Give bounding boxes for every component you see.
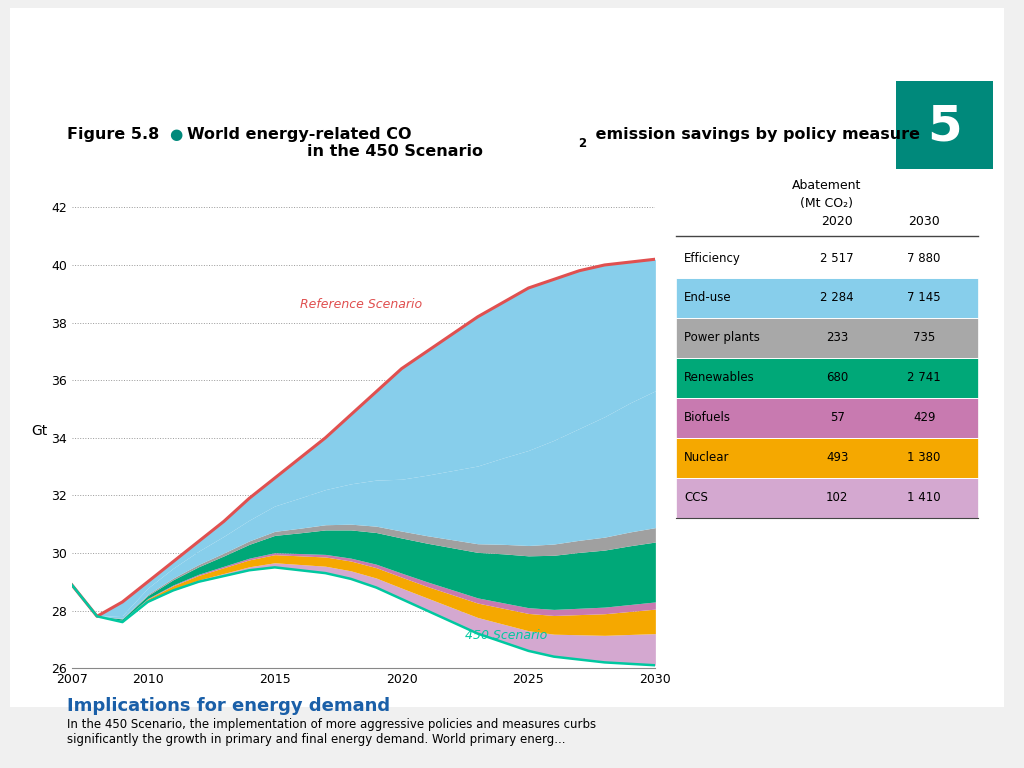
Text: (Mt CO₂): (Mt CO₂) bbox=[801, 197, 853, 210]
Text: 680: 680 bbox=[826, 372, 848, 384]
Text: 5: 5 bbox=[928, 103, 962, 151]
Text: Renewables: Renewables bbox=[684, 372, 755, 384]
Text: World energy-related CO: World energy-related CO bbox=[187, 127, 412, 142]
Text: Power plants: Power plants bbox=[684, 332, 760, 344]
Text: End-use: End-use bbox=[684, 292, 732, 304]
Text: 450 Scenario: 450 Scenario bbox=[465, 629, 547, 642]
Text: 2 741: 2 741 bbox=[907, 372, 941, 384]
Text: 1 380: 1 380 bbox=[907, 452, 941, 464]
Text: ●: ● bbox=[169, 127, 182, 142]
Text: Biofuels: Biofuels bbox=[684, 412, 731, 424]
Text: in the 450 Scenario: in the 450 Scenario bbox=[307, 144, 483, 159]
Text: 2030: 2030 bbox=[908, 215, 940, 228]
Text: Nuclear: Nuclear bbox=[684, 452, 729, 464]
Text: Implications for energy demand: Implications for energy demand bbox=[67, 697, 390, 715]
Text: 102: 102 bbox=[826, 492, 848, 504]
Text: 2 284: 2 284 bbox=[820, 292, 854, 304]
Text: 1 410: 1 410 bbox=[907, 492, 941, 504]
Text: 7 880: 7 880 bbox=[907, 252, 941, 264]
Text: Abatement: Abatement bbox=[793, 179, 861, 192]
Text: 2: 2 bbox=[579, 137, 587, 150]
Text: Efficiency: Efficiency bbox=[684, 252, 741, 264]
Text: 493: 493 bbox=[826, 452, 848, 464]
Text: 7 145: 7 145 bbox=[907, 292, 941, 304]
Text: 2 517: 2 517 bbox=[820, 252, 854, 264]
Text: 57: 57 bbox=[829, 412, 845, 424]
Text: significantly the growth in primary and final energy demand. World primary energ: significantly the growth in primary and … bbox=[67, 733, 565, 746]
Text: 735: 735 bbox=[913, 332, 935, 344]
Text: 2020: 2020 bbox=[821, 215, 853, 228]
FancyBboxPatch shape bbox=[889, 74, 1000, 175]
Text: 233: 233 bbox=[826, 332, 848, 344]
Text: Reference Scenario: Reference Scenario bbox=[300, 298, 422, 311]
Text: Figure 5.8: Figure 5.8 bbox=[67, 127, 159, 142]
Y-axis label: Gt: Gt bbox=[32, 424, 48, 438]
Text: In the 450 Scenario, the implementation of more aggressive policies and measures: In the 450 Scenario, the implementation … bbox=[67, 718, 596, 731]
Text: emission savings by policy measure: emission savings by policy measure bbox=[590, 127, 920, 142]
Text: 429: 429 bbox=[913, 412, 935, 424]
Text: CCS: CCS bbox=[684, 492, 708, 504]
